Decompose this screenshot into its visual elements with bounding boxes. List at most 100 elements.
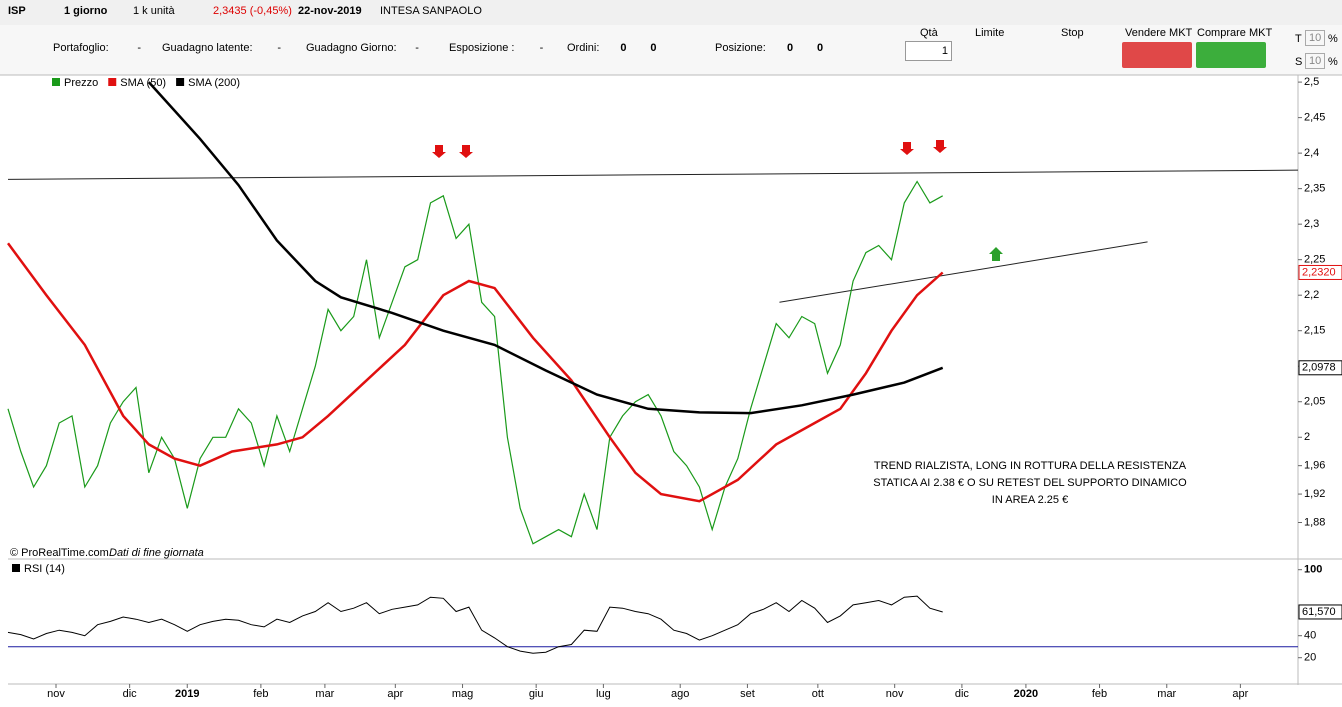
value-marker: [1298, 264, 1342, 280]
copyright: © ProRealTime.com: [10, 547, 109, 559]
symbol[interactable]: ISP: [8, 5, 26, 17]
x-tick-label: mar: [1157, 688, 1176, 700]
arrow-down: [933, 140, 947, 153]
y-tick-label: 2,05: [1304, 396, 1325, 408]
timeframe[interactable]: 1 giorno: [64, 5, 108, 17]
x-tick-label: nov: [886, 688, 904, 700]
arrow-down: [459, 145, 473, 158]
toolbar-bg: [0, 0, 1342, 25]
account-label: Guadagno Giorno:: [306, 42, 397, 54]
x-tick-label: mag: [452, 688, 473, 700]
y-tick-label: 2,35: [1304, 183, 1325, 195]
y-tick-label: 2,25: [1304, 254, 1325, 266]
y-tick-label: 40: [1304, 630, 1316, 642]
trendline: [779, 241, 1148, 303]
qty-label: Qtà: [920, 27, 938, 39]
legend-swatch: [12, 564, 20, 572]
account-label: Esposizione :: [449, 42, 515, 54]
t-value[interactable]: 10: [1305, 30, 1326, 46]
qty-input[interactable]: 1: [905, 41, 952, 61]
value-marker-label: 61,570: [1302, 606, 1336, 618]
value-marker: [1298, 604, 1342, 620]
x-tick-label: feb: [253, 688, 268, 700]
price-change: 2,3435 (-0,45%): [213, 5, 292, 17]
trendline: [7, 169, 1299, 180]
sell-button[interactable]: [1122, 42, 1192, 68]
legend-label: SMA (50): [120, 77, 166, 89]
stop-label[interactable]: Stop: [1061, 27, 1084, 39]
limit-label[interactable]: Limite: [975, 27, 1005, 39]
y-tick-label: 1,92: [1304, 488, 1325, 500]
y-tick-label: 2,15: [1304, 325, 1325, 337]
account-value: 0: [817, 42, 824, 54]
x-tick-label: mar: [315, 688, 334, 700]
units[interactable]: 1 k unità: [133, 5, 175, 17]
y-tick-label: 2,5: [1304, 76, 1319, 88]
pct: %: [1328, 56, 1338, 68]
account-value: 0: [787, 42, 794, 54]
x-tick-label: dic: [955, 688, 970, 700]
account-value: -: [137, 42, 142, 54]
x-tick-label: apr: [387, 688, 403, 700]
y-tick-label: 2,3: [1304, 218, 1319, 230]
buy-button[interactable]: [1196, 42, 1266, 68]
y-tick-label: 20: [1304, 652, 1316, 664]
s-value[interactable]: 10: [1305, 53, 1326, 69]
value-marker: [1298, 360, 1342, 376]
account-value: -: [415, 42, 419, 54]
account-value: 0: [650, 42, 657, 54]
annotation: STATICA AI 2.38 € O SU RETEST DEL SUPPOR…: [873, 477, 1187, 489]
x-tick-label: feb: [1092, 688, 1107, 700]
legend-label: RSI (14): [24, 563, 65, 575]
annotation: IN AREA 2.25 €: [992, 494, 1068, 506]
account-value: -: [539, 42, 544, 54]
arrow-up: [989, 247, 1003, 261]
pct: %: [1328, 33, 1338, 45]
value-marker-label: 2,0978: [1302, 362, 1336, 374]
series-line: [7, 595, 943, 654]
legend-swatch: [108, 78, 117, 86]
x-tick-label: 2019: [175, 688, 199, 700]
y-tick-label: 2: [1304, 431, 1310, 443]
account-value: 0: [620, 42, 627, 54]
x-tick-label: 2020: [1014, 688, 1038, 700]
legend-swatch: [176, 78, 185, 86]
instrument-name: INTESA SANPAOLO: [380, 5, 482, 17]
buy-label: Comprare MKT: [1197, 27, 1273, 39]
x-tick-label: apr: [1232, 688, 1248, 700]
account-label: Ordini:: [567, 42, 600, 54]
date: 22-nov-2019: [298, 5, 362, 17]
s-label: S: [1295, 56, 1303, 68]
y-tick-label: 1,96: [1304, 460, 1325, 472]
x-tick-label: nov: [47, 688, 65, 700]
footer-note: Dati di fine giornata: [109, 547, 204, 559]
value-marker-label: 2,2320: [1302, 266, 1336, 278]
account-label: Guadagno latente:: [162, 42, 253, 54]
t-label: T: [1295, 33, 1302, 45]
y-tick-label: 1,88: [1304, 516, 1325, 528]
series-line: [147, 81, 944, 415]
arrow-down: [900, 142, 914, 155]
y-tick-label: 2,2: [1304, 289, 1319, 301]
x-tick-label: dic: [123, 688, 138, 700]
legend-label: Prezzo: [64, 77, 98, 89]
y-tick-label: 100: [1304, 564, 1322, 576]
x-tick-label: ott: [812, 688, 824, 700]
y-tick-label: 2,45: [1304, 112, 1325, 124]
sell-label: Vendere MKT: [1125, 27, 1193, 39]
y-tick-label: 2,4: [1304, 147, 1319, 159]
account-label: Portafoglio:: [53, 42, 109, 54]
legend-swatch: [52, 78, 60, 86]
x-tick-label: set: [740, 688, 755, 700]
legend-label: SMA (200): [188, 77, 240, 89]
annotation: TREND RIALZISTA, LONG IN ROTTURA DELLA R…: [874, 460, 1187, 472]
x-tick-label: lug: [596, 688, 611, 700]
x-tick-label: giu: [529, 688, 544, 700]
account-label: Posizione:: [715, 42, 766, 54]
series-line: [7, 180, 943, 545]
series-line: [6, 242, 944, 503]
arrow-down: [432, 145, 446, 158]
account-value: -: [277, 42, 282, 54]
